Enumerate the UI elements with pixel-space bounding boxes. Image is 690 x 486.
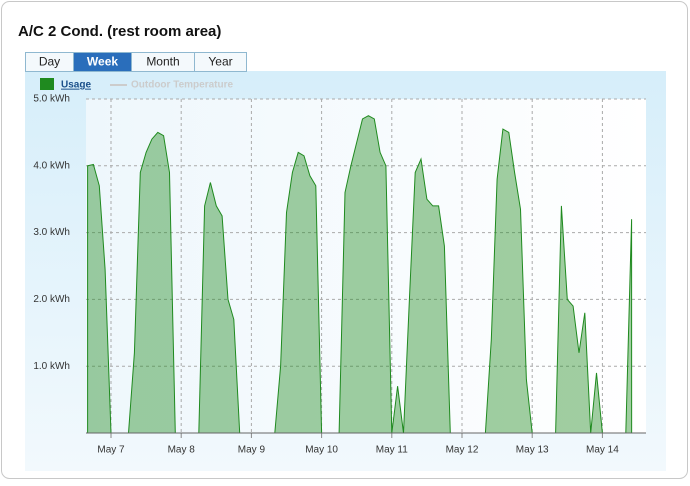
x-tick-label: May 14 [586,445,619,456]
tab-label[interactable]: Month [146,55,179,69]
panel-title: A/C 2 Cond. (rest room area) [18,23,221,40]
tab[interactable] [194,52,247,72]
plot-area [86,99,646,433]
y-tick-label: 4.0 kWh [33,160,70,171]
chart: Usage Outdoor Temperature 1.0 kWh 2.0 kWh 3.… [33,78,646,456]
x-tick-label: May 13 [516,445,549,456]
legend-label[interactable]: Usage [61,80,91,91]
x-tick-label: May 7 [97,445,125,456]
y-tick-label: 3.0 kWh [33,227,70,238]
legend-label[interactable]: Outdoor Temperature [131,80,233,91]
legend-swatch[interactable] [40,78,54,90]
x-tick-label: May 10 [305,445,338,456]
tab-label[interactable]: Day [39,55,60,69]
tabs: Day Week Month Year [25,52,247,72]
x-tick-label: May 8 [168,445,196,456]
tab-label[interactable]: Year [208,55,232,69]
y-tick-label: 2.0 kWh [33,294,70,305]
tab-label[interactable]: Week [87,55,118,69]
y-tick-label: 1.0 kWh [33,361,70,372]
x-tick-label: May 12 [446,445,479,456]
y-tick-label: 5.0 kWh [33,94,70,105]
x-tick-label: May 9 [238,445,266,456]
x-tick-label: May 11 [376,445,408,456]
